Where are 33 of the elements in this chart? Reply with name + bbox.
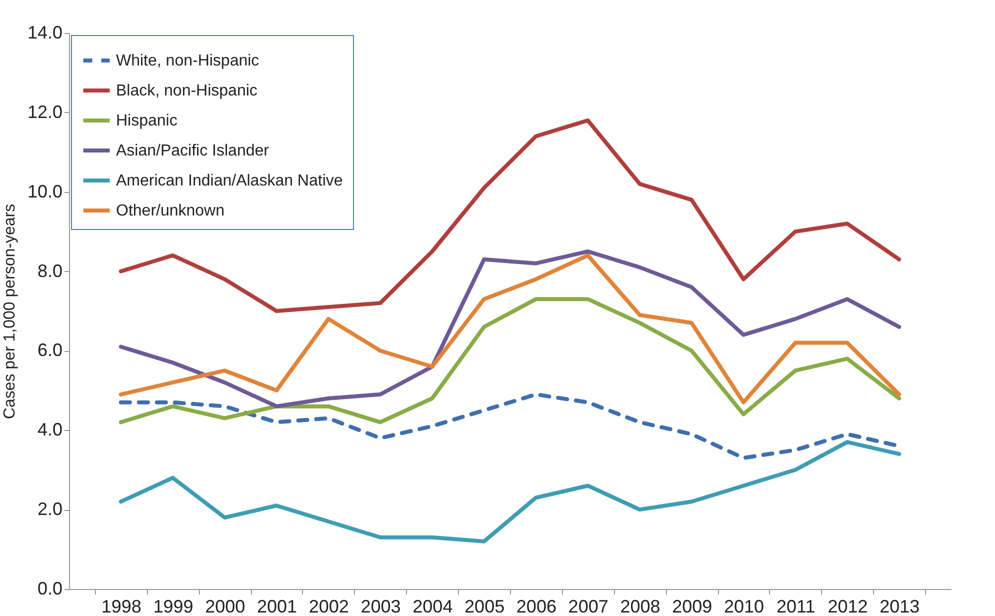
legend-label: Hispanic: [116, 112, 178, 130]
y-tick-label: 12.0: [27, 102, 62, 122]
y-tick-label: 4.0: [37, 420, 62, 440]
legend-label: Asian/Pacific Islander: [116, 142, 270, 160]
y-tick-label: 14.0: [27, 22, 62, 42]
y-axis-title: Cases per 1,000 person-years: [1, 204, 18, 420]
y-tick-label: 2.0: [37, 499, 62, 520]
line-series: [118, 297, 902, 424]
x-tick-label: 2009: [672, 596, 712, 616]
x-tick-label: 2005: [464, 596, 505, 616]
x-tick-label: 2007: [568, 596, 608, 616]
x-tick-label: 2013: [880, 596, 920, 616]
x-tick-label: 2012: [828, 596, 868, 616]
legend-label: White, non-Hispanic: [116, 52, 260, 70]
legend-label: Black, non-Hispanic: [116, 82, 258, 100]
x-tick-label: 2004: [412, 596, 453, 616]
x-tick-label: 2011: [776, 596, 816, 616]
x-tick-label: 2010: [724, 596, 764, 616]
line-series: [118, 440, 902, 544]
x-tick-label: 2003: [360, 596, 401, 616]
x-tick-label: 1998: [101, 596, 142, 616]
x-tick-label: 2008: [620, 596, 660, 616]
x-tick-label: 2006: [516, 596, 556, 616]
y-tick-label: 0.0: [37, 578, 62, 598]
x-tick-label: 2000: [205, 596, 246, 616]
legend-label: Other/unknown: [116, 202, 225, 220]
x-tick-label: 1999: [153, 596, 194, 616]
y-tick-label: 8.0: [37, 260, 62, 281]
x-tick-label: 2002: [308, 596, 349, 616]
y-tick-label: 10.0: [27, 181, 62, 202]
legend-label: American Indian/Alaskan Native: [116, 172, 343, 190]
y-tick-label: 6.0: [37, 340, 62, 360]
x-tick-label: 2001: [257, 596, 298, 616]
